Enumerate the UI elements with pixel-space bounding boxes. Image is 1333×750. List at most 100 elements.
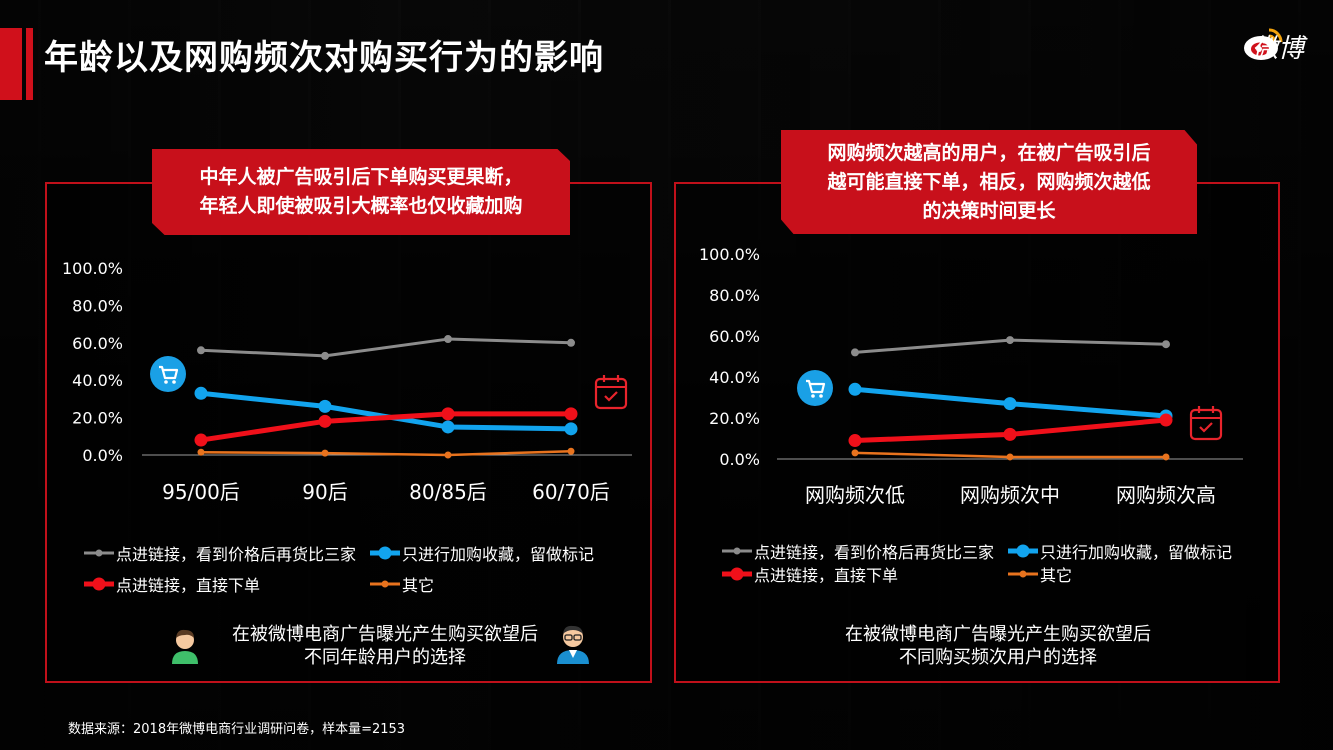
left-chart-series-1-point	[318, 399, 332, 413]
right-callout-line-3: 的决策时间更长	[922, 199, 1056, 222]
right-caption: 在被微博电商广告曝光产生购买欲望后 不同购买频次用户的选择	[800, 623, 1196, 669]
right-chart-y-tick-label: 0.0%	[719, 450, 760, 469]
left-chart-x-tick-label: 95/00后	[162, 480, 240, 504]
weibo-logo-icon	[1244, 28, 1283, 60]
legend-label: 只进行加购收藏，留做标记	[402, 545, 595, 564]
left-chart-series-0-point	[197, 346, 205, 355]
legend-swatch-orange	[370, 578, 400, 590]
legend-item-other: 其它	[370, 572, 434, 596]
legend-swatch-orange	[1008, 568, 1038, 580]
right-chart-series-3-point	[1006, 453, 1014, 461]
right-chart-series-1-point	[848, 382, 862, 396]
legend-item-favorite: 只进行加购收藏，留做标记	[1008, 539, 1232, 563]
legend-label: 点进链接，直接下单	[754, 566, 899, 585]
right-chart-series-0-point	[1162, 340, 1170, 349]
left-chart-series-1-point	[564, 422, 578, 436]
left-chart-series-3-point	[321, 449, 329, 457]
left-chart-series-1-point	[441, 420, 455, 434]
right-chart-y-tick-label: 60.0%	[709, 327, 760, 346]
left-chart-y-tick-label: 100.0%	[62, 259, 123, 278]
legend-item-compare: 点进链接，看到价格后再货比三家	[722, 539, 1008, 563]
right-caption-line-1: 在被微博电商广告曝光产生购买欲望后	[845, 624, 1151, 645]
right-chart-x-tick-label: 网购频次中	[960, 483, 1060, 507]
right-callout-line-2: 越可能直接下单，相反，网购频次越低	[827, 170, 1151, 193]
legend-label: 只进行加购收藏，留做标记	[1040, 543, 1233, 562]
right-chart-series-2-point	[1159, 413, 1173, 427]
right-chart-series-3-point	[851, 449, 859, 457]
left-caption-line-1: 在被微博电商广告曝光产生购买欲望后	[232, 624, 538, 645]
left-chart-series-0-point	[444, 335, 452, 344]
legend-label: 点进链接，直接下单	[116, 576, 261, 595]
left-chart-series-3-point	[197, 448, 205, 456]
right-chart-series-0-point	[1006, 336, 1014, 345]
left-chart-x-tick-label: 80/85后	[409, 480, 487, 504]
left-chart-series-0-point	[567, 338, 575, 347]
right-legend-row-2: 点进链接，直接下单 其它	[722, 562, 1072, 586]
legend-swatch-blue	[1008, 544, 1038, 558]
young-user-icon	[172, 629, 198, 664]
right-legend-row-1: 点进链接，看到价格后再货比三家 只进行加购收藏，留做标记	[722, 539, 1232, 563]
legend-label: 点进链接，看到价格后再货比三家	[116, 545, 357, 564]
title-accent-bar	[0, 28, 22, 100]
middle-aged-user-icon	[557, 625, 589, 664]
left-callout-line-1: 中年人被广告吸引后下单购买更果断，	[199, 166, 523, 188]
legend-swatch-gray	[84, 547, 114, 559]
legend-swatch-blue	[370, 546, 400, 560]
right-chart-y-tick-label: 100.0%	[699, 245, 760, 264]
left-callout-line-2: 年轻人即使被吸引大概率也仅收藏加购	[199, 195, 523, 217]
legend-item-order: 点进链接，直接下单	[722, 562, 1008, 586]
legend-item-other: 其它	[1008, 562, 1072, 586]
left-chart-y-tick-label: 60.0%	[72, 334, 123, 353]
right-chart-series-2-point	[1003, 427, 1017, 441]
left-callout: 中年人被广告吸引后下单购买更果断， 年轻人即使被吸引大概率也仅收藏加购	[152, 149, 570, 235]
left-chart-series-2-point	[441, 407, 455, 421]
left-chart-series-0-point	[321, 351, 329, 360]
left-chart-series-line-0	[199, 337, 573, 358]
right-chart-x-tick-label: 网购频次高	[1116, 483, 1216, 507]
left-chart-y-tick-label: 40.0%	[72, 371, 123, 390]
data-source-note: 数据来源：2018年微博电商行业调研问卷，样本量=2153	[68, 722, 406, 737]
right-callout-line-1: 网购频次越高的用户，在被广告吸引后	[827, 141, 1151, 164]
right-cart-icon	[797, 370, 833, 406]
right-chart-series-0-point	[851, 348, 859, 357]
left-chart-series-2-point	[318, 414, 332, 428]
right-chart-series-2-point	[848, 434, 862, 448]
left-chart-panel	[45, 182, 652, 683]
legend-swatch-red	[722, 567, 752, 581]
right-chart-y-tick-label: 20.0%	[709, 409, 760, 428]
right-caption-line-2: 不同购买频次用户的选择	[899, 647, 1097, 668]
legend-swatch-gray	[722, 545, 752, 557]
legend-label: 其它	[402, 576, 435, 595]
left-legend-row-1: 点进链接，看到价格后再货比三家 只进行加购收藏，留做标记	[84, 541, 594, 565]
left-chart-series-line-3	[199, 450, 573, 457]
legend-label: 其它	[1040, 566, 1073, 585]
left-chart-x-tick-label: 90后	[302, 480, 347, 504]
left-calendar-check-icon	[594, 375, 628, 410]
brand-text: 微博	[1252, 34, 1305, 64]
left-legend-row-2: 点进链接，直接下单 其它	[84, 572, 434, 596]
left-chart-y-tick-label: 0.0%	[82, 446, 123, 465]
legend-swatch-red	[84, 577, 114, 591]
right-chart-series-3-point	[1162, 453, 1170, 461]
left-cart-icon	[150, 356, 186, 392]
right-chart-panel	[674, 182, 1280, 683]
legend-item-order: 点进链接，直接下单	[84, 572, 370, 596]
legend-item-compare: 点进链接，看到价格后再货比三家	[84, 541, 370, 565]
legend-item-favorite: 只进行加购收藏，留做标记	[370, 541, 594, 565]
right-chart-x-tick-label: 网购频次低	[805, 483, 905, 507]
right-calendar-check-icon	[1189, 406, 1223, 441]
left-chart-series-1-point	[194, 386, 208, 400]
right-chart-y-tick-label: 40.0%	[709, 368, 760, 387]
left-chart-series-3-point	[444, 451, 452, 459]
left-chart-y-tick-label: 20.0%	[72, 409, 123, 428]
right-chart-series-1-point	[1003, 397, 1017, 411]
left-chart-series-2-point	[194, 433, 208, 447]
left-caption: 在被微博电商广告曝光产生购买欲望后 不同年龄用户的选择	[210, 623, 560, 669]
right-callout: 网购频次越高的用户，在被广告吸引后 越可能直接下单，相反，网购频次越低 的决策时…	[781, 130, 1197, 234]
title-accent-bar-thin	[26, 28, 33, 100]
left-chart-series-2-point	[564, 407, 578, 421]
left-caption-line-2: 不同年龄用户的选择	[304, 647, 466, 668]
legend-label: 点进链接，看到价格后再货比三家	[754, 543, 995, 562]
left-chart-series-3-point	[567, 447, 575, 455]
